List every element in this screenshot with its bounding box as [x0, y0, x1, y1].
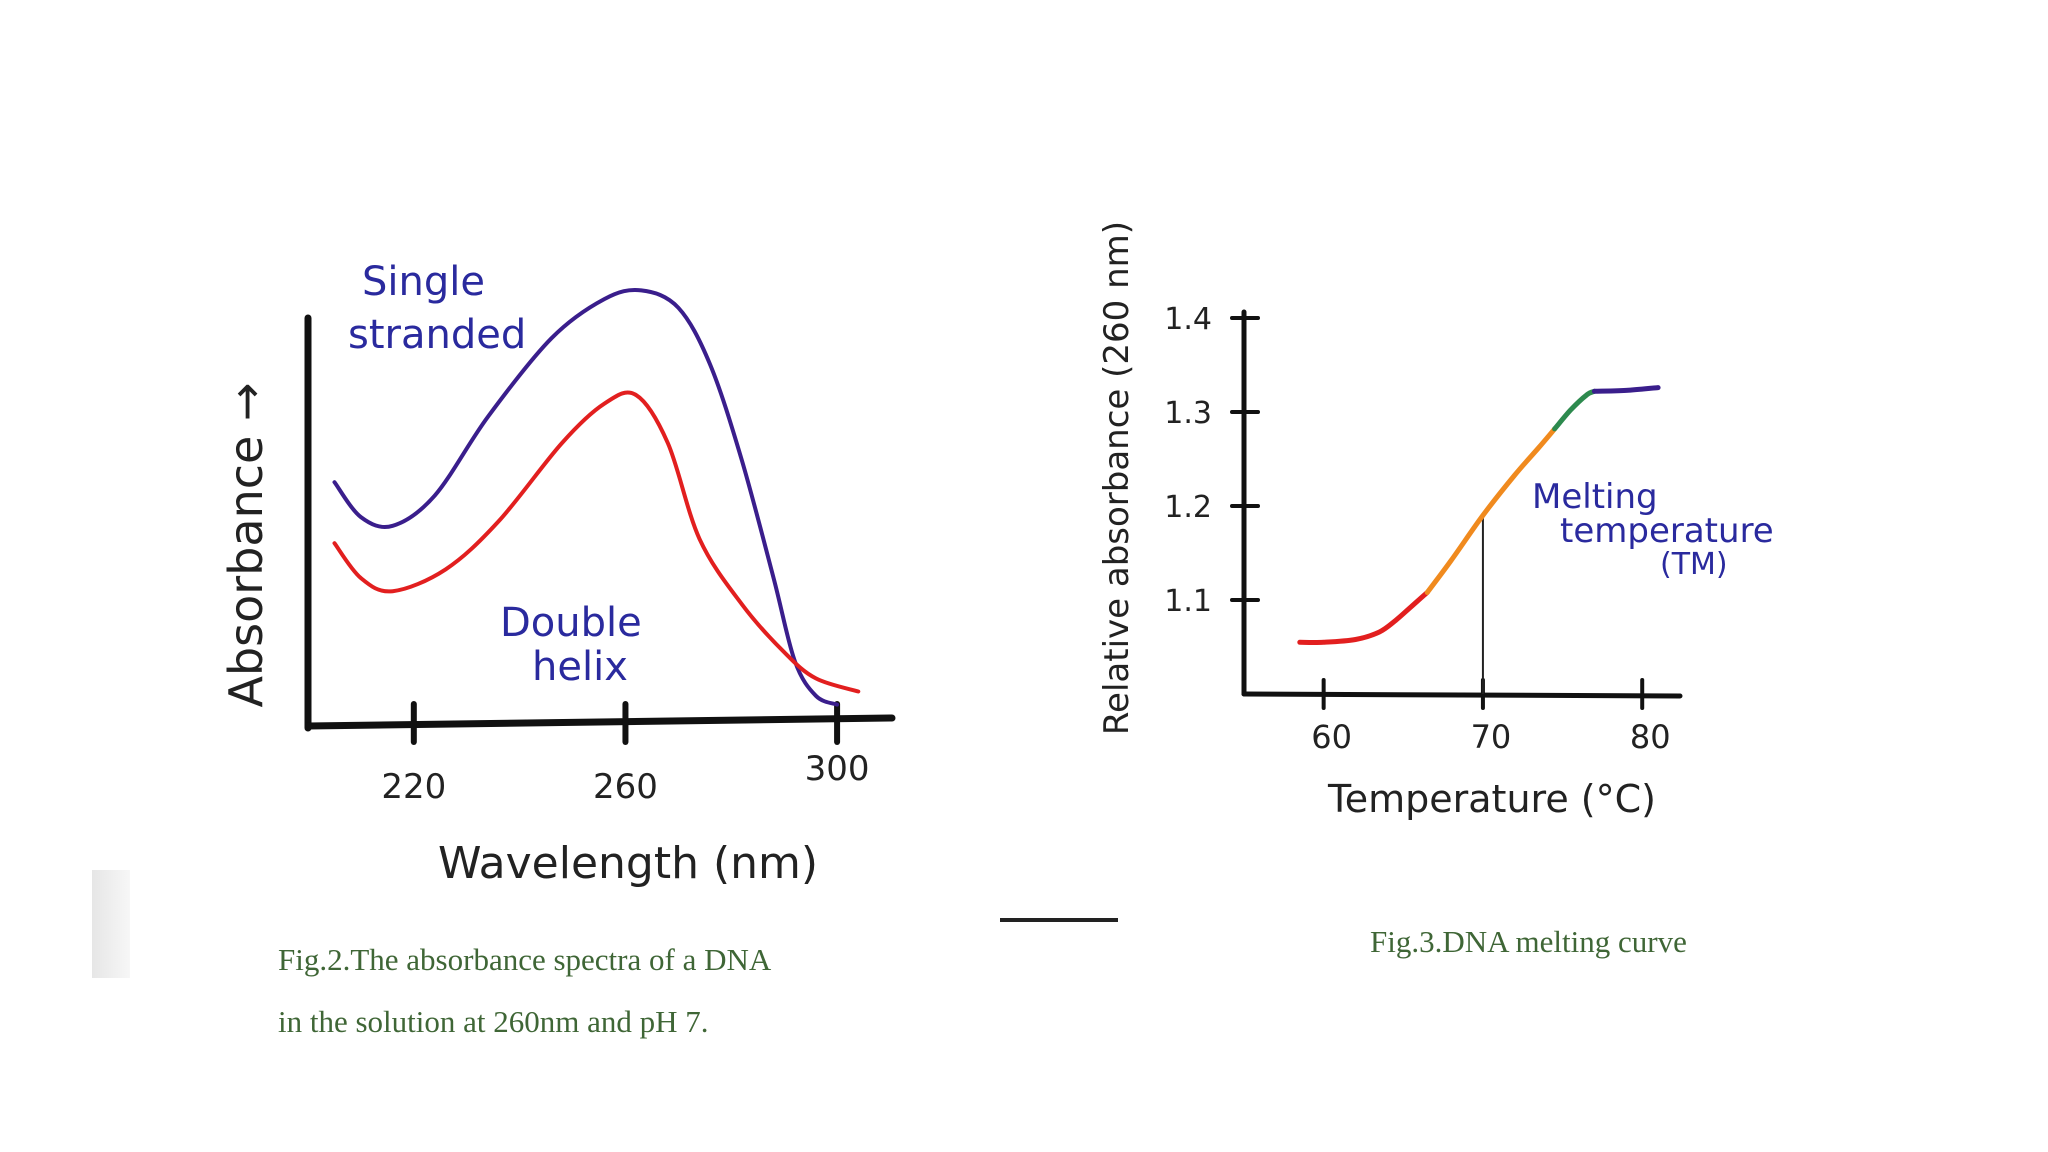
- chart1-label-double-line1: Double: [500, 600, 642, 646]
- figure3-caption: Fig.3.DNA melting curve: [1370, 924, 1687, 959]
- chart1-series-single-stranded: [332, 288, 840, 707]
- chart1-label-single-line2: stranded: [348, 312, 526, 358]
- chart2-curve-segment-1: [1424, 426, 1558, 595]
- chart2-x-tick-label-80: 80: [1630, 718, 1671, 756]
- chart2-y-tick-label-1.2: 1.2: [1164, 490, 1212, 525]
- chart1-ylabel: Absorbance →: [219, 383, 273, 708]
- scan-edge-shadow: [92, 870, 130, 978]
- chart2-x-axis: [1241, 691, 1683, 699]
- chart1-x-tick-label-220: 220: [381, 767, 446, 807]
- chart2-ylabel: Relative absorbance (260 nm): [1097, 221, 1137, 735]
- chart2-label-tm-line2: temperature: [1560, 511, 1774, 551]
- absorbance-spectra-chart: 220 260 300 Absorbance → Wavelength (nm) S…: [219, 259, 896, 889]
- chart2-y-tick-label-1.1: 1.1: [1164, 584, 1212, 619]
- chart2-label-tm-line1: Melting: [1532, 477, 1658, 517]
- figure2-caption-line2: in the solution at 260nm and pH 7.: [278, 1004, 709, 1039]
- scan-stray-line: [1000, 918, 1118, 922]
- chart2-curve-segment-0: [1297, 590, 1430, 646]
- chart2-x-tick-label-70: 70: [1471, 718, 1512, 756]
- chart1-x-axis: [304, 714, 896, 730]
- chart1-series-double-helix: [332, 390, 861, 694]
- chart2-y-tick-label-1.4: 1.4: [1164, 302, 1212, 337]
- chart1-label-double-line2: helix: [532, 644, 628, 690]
- figure2-caption-line1: Fig.2.The absorbance spectra of a DNA: [278, 942, 772, 977]
- chart2-curve-segment-3: [1591, 385, 1661, 394]
- chart1-xlabel: Wavelength (nm): [438, 838, 818, 889]
- chart2-x-tick-label-60: 60: [1311, 718, 1352, 756]
- chart2-curve-segment-2: [1552, 388, 1597, 432]
- chart1-label-single-line1: Single: [362, 259, 485, 305]
- chart2-y-tick-label-1.3: 1.3: [1164, 396, 1212, 431]
- chart1-x-tick-label-260: 260: [593, 767, 658, 807]
- chart2-xlabel: Temperature (°C): [1327, 777, 1656, 821]
- chart2-label-tm-line3: (TM): [1660, 547, 1728, 582]
- dna-melting-curve-chart: 60 70 80 1.1 1.2 1.3 1.4 Relative absorbance (…: [1097, 221, 1774, 821]
- chart1-x-tick-label-300: 300: [805, 749, 870, 789]
